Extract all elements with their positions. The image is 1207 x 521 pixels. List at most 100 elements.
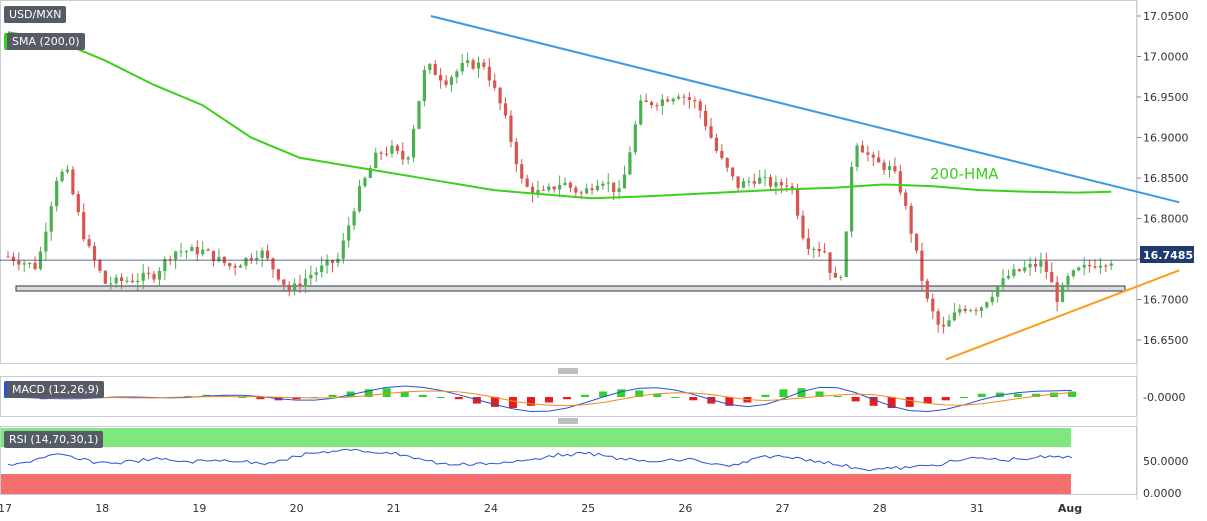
rsi-layer bbox=[7, 448, 1073, 472]
macd-histogram-bar bbox=[887, 397, 896, 408]
candle-body bbox=[844, 231, 848, 277]
macd-histogram-bar bbox=[905, 397, 914, 407]
candle-body bbox=[136, 280, 140, 283]
candle-body bbox=[617, 188, 621, 192]
candle-body bbox=[249, 257, 253, 260]
candle-body bbox=[877, 157, 881, 163]
candle-body bbox=[390, 145, 394, 154]
candle-body bbox=[552, 186, 556, 190]
candle-body bbox=[1050, 271, 1054, 283]
candle-body bbox=[298, 283, 302, 287]
candle-body bbox=[103, 270, 107, 284]
candle-body bbox=[763, 177, 767, 179]
candle-body bbox=[936, 311, 940, 325]
candle-body bbox=[655, 105, 659, 107]
support-zone bbox=[15, 285, 1126, 292]
macd-signal-line bbox=[7, 390, 1073, 407]
candle-body bbox=[255, 257, 259, 260]
candle-body bbox=[1066, 276, 1070, 285]
candle-body bbox=[741, 181, 746, 188]
candle-body bbox=[969, 310, 973, 312]
candle-body bbox=[439, 75, 443, 81]
candle-body bbox=[174, 251, 178, 260]
x-tick-label: 24 bbox=[484, 502, 498, 515]
candle-body bbox=[44, 231, 48, 252]
candle-body bbox=[1109, 263, 1113, 266]
candle-body bbox=[347, 225, 351, 241]
macd-histogram-bar bbox=[689, 397, 698, 401]
candle-body bbox=[563, 182, 567, 186]
candle-body bbox=[130, 280, 134, 283]
macd-histogram-bar bbox=[526, 397, 535, 406]
candle-body bbox=[671, 98, 675, 102]
rsi-label[interactable]: RSI (14,70,30,1) bbox=[4, 431, 104, 448]
last-price-tag: 16.74859 bbox=[1143, 249, 1201, 262]
candle-body bbox=[395, 145, 399, 151]
candle-body bbox=[271, 258, 275, 270]
macd-histogram-bar bbox=[941, 397, 950, 401]
candle-body bbox=[411, 128, 416, 158]
macd-histogram-bar bbox=[490, 397, 499, 407]
candle-body bbox=[774, 182, 778, 187]
candle-body bbox=[979, 307, 984, 311]
candle-body bbox=[1104, 265, 1108, 267]
last-price-tag-bg bbox=[1140, 246, 1194, 263]
macd-histogram-bar bbox=[346, 391, 355, 397]
macd-histogram-bar bbox=[779, 389, 788, 397]
x-tick-label: 26 bbox=[678, 502, 692, 515]
candle-body bbox=[363, 177, 367, 187]
candle-body bbox=[660, 99, 664, 106]
candle-body bbox=[98, 260, 102, 271]
candle-body bbox=[812, 248, 816, 250]
candle-body bbox=[1077, 267, 1081, 271]
candle-body bbox=[228, 263, 232, 267]
candle-body bbox=[514, 141, 518, 165]
candle-body bbox=[444, 80, 448, 85]
candle-body bbox=[233, 266, 237, 268]
rsi-line bbox=[7, 448, 1073, 472]
macd-histogram-bar bbox=[418, 394, 427, 397]
candle-body bbox=[498, 87, 502, 104]
candle-body bbox=[114, 277, 118, 284]
candle-body bbox=[1023, 267, 1027, 272]
candle-body bbox=[1098, 265, 1103, 268]
price-tick-label: 16.8500 bbox=[1143, 172, 1189, 185]
macd-histogram-bar bbox=[725, 397, 734, 406]
macd-label[interactable]: MACD (12,26,9) bbox=[4, 381, 105, 398]
candle-body bbox=[384, 153, 389, 155]
rsi-resize-handle[interactable] bbox=[558, 418, 578, 424]
candle-body bbox=[639, 100, 643, 125]
price-tick-label: 16.7000 bbox=[1143, 294, 1189, 307]
candle-body bbox=[33, 262, 37, 269]
candle-body bbox=[904, 192, 908, 206]
candle-body bbox=[736, 176, 740, 188]
macd-histogram-bar bbox=[833, 395, 842, 397]
candle-body bbox=[357, 186, 362, 212]
x-tick-label: 19 bbox=[192, 502, 206, 515]
candle-body bbox=[752, 181, 756, 184]
candle-body bbox=[55, 180, 59, 207]
candle-body bbox=[714, 137, 719, 151]
candle-body bbox=[785, 185, 789, 187]
candle-body bbox=[217, 256, 221, 262]
sma-label[interactable]: SMA (200,0) bbox=[4, 33, 85, 50]
macd-histogram-bar bbox=[545, 397, 554, 403]
symbol-label: USD/MXN bbox=[4, 6, 67, 23]
macd-histogram-bar bbox=[1049, 392, 1058, 397]
candle-body bbox=[731, 167, 735, 177]
candle-body bbox=[893, 166, 897, 172]
candle-body bbox=[931, 298, 935, 312]
macd-histogram-bar bbox=[238, 397, 247, 398]
candle-body bbox=[336, 258, 340, 263]
rsi-overbought-zone bbox=[1, 428, 1071, 447]
candle-body bbox=[536, 189, 540, 194]
macd-histogram-bar bbox=[707, 397, 716, 404]
x-tick-label: 20 bbox=[290, 502, 304, 515]
candle-body bbox=[698, 101, 702, 111]
candle-body bbox=[898, 171, 902, 193]
candle-body bbox=[320, 265, 324, 273]
candle-body bbox=[1055, 282, 1059, 302]
candle-body bbox=[449, 77, 454, 85]
candle-body bbox=[309, 274, 313, 279]
macd-resize-handle[interactable] bbox=[558, 368, 578, 374]
